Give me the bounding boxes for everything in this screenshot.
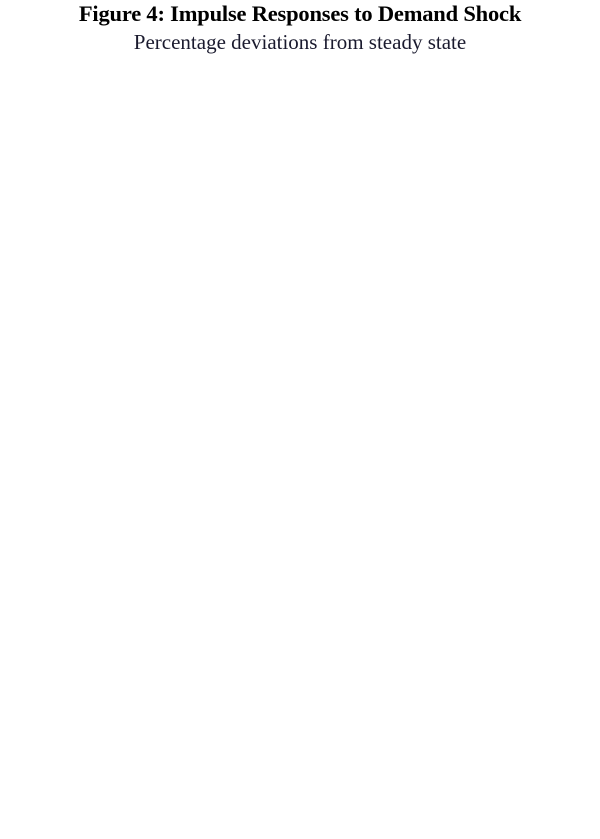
figure-subtitle: Percentage deviations from steady state: [133, 30, 467, 54]
chart-legend: [0, 806, 600, 836]
figure-title: Figure 4: Impulse Responses to Demand Sh…: [78, 1, 522, 26]
